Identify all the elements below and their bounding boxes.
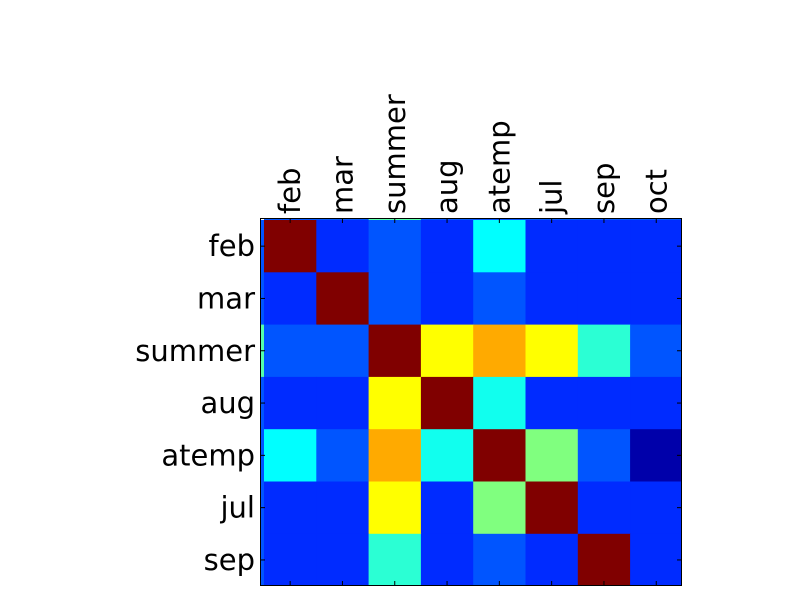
heatmap-cell — [525, 376, 579, 430]
heatmap-cell — [264, 324, 317, 378]
heatmap-cell — [368, 272, 422, 326]
heatmap-cell — [473, 429, 527, 483]
heatmap-cell — [264, 429, 317, 483]
heatmap-cell — [316, 272, 370, 326]
heatmap-cell — [525, 429, 579, 483]
heatmap-cell — [526, 586, 579, 612]
heatmap-cell — [525, 533, 579, 586]
heatmap-cell — [420, 220, 474, 273]
heatmap-cell — [420, 533, 474, 586]
x-tick-label: feb — [273, 168, 307, 214]
heatmap-cell — [473, 324, 527, 378]
y-tick-label: jul — [220, 491, 256, 525]
x-tick-labels: feb mar summer aug atemp jul sep oct — [273, 94, 673, 215]
heatmap-cell — [473, 220, 527, 273]
heatmap-cell — [577, 481, 631, 535]
heatmap-cell — [264, 586, 317, 612]
x-tick-label: summer — [378, 94, 412, 214]
heatmap-cell — [630, 481, 682, 535]
heatmap-cell — [368, 376, 422, 430]
x-tick-label: mar — [325, 156, 359, 214]
heatmap-cell — [316, 481, 370, 535]
x-tick-label: atemp — [482, 120, 516, 214]
y-tick-label: summer — [135, 334, 255, 368]
heatmap-cell — [473, 272, 527, 326]
heatmap-cell — [368, 533, 422, 586]
heatmap-cell — [630, 272, 682, 326]
plot-frame — [260, 218, 682, 586]
heatmap-cell — [264, 376, 317, 430]
heatmap-cell — [368, 481, 422, 535]
heatmap-cells — [260, 218, 683, 612]
y-tick-label: sep — [204, 543, 255, 577]
heatmap-cell — [420, 324, 474, 378]
heatmap-cell — [525, 481, 579, 535]
heatmap-cell — [316, 324, 370, 378]
tick-marks — [260, 218, 682, 586]
heatmap-cell — [316, 376, 370, 430]
heatmap-cell — [630, 533, 682, 586]
heatmap-cell — [577, 429, 631, 483]
heatmap-cell — [420, 481, 474, 535]
y-tick-label: feb — [209, 229, 255, 263]
heatmap-cell — [525, 220, 579, 273]
heatmap-cell — [264, 533, 317, 586]
heatmap-cell — [264, 272, 317, 326]
heatmap-cell — [578, 586, 631, 612]
heatmap-cell — [473, 586, 526, 612]
heatmap-cell — [525, 324, 579, 378]
heatmap-cell — [264, 220, 317, 273]
heatmap-cell — [420, 429, 474, 483]
y-tick-label: atemp — [161, 438, 255, 472]
heatmap-cell — [577, 324, 631, 378]
heatmap-cell — [630, 376, 682, 430]
heatmap-cell — [316, 533, 370, 586]
heatmap-cell — [421, 586, 474, 612]
x-tick-label: jul — [535, 180, 569, 216]
heatmap-cell — [577, 272, 631, 326]
heatmap-cell — [316, 220, 370, 273]
heatmap-cell — [368, 220, 422, 273]
heatmap-cell — [473, 376, 527, 430]
heatmap-cell — [420, 272, 474, 326]
heatmap-cell — [630, 220, 682, 273]
heatmap-cell — [473, 481, 527, 535]
heatmap-cell — [264, 481, 317, 535]
heatmap-cell — [369, 586, 422, 612]
heatmap-cell — [316, 586, 369, 612]
x-tick-label: oct — [639, 169, 673, 214]
heatmap-cell — [316, 429, 370, 483]
heatmap-cell — [368, 429, 422, 483]
x-tick-label: aug — [430, 159, 464, 214]
y-tick-label: aug — [200, 386, 255, 420]
heatmap-cell — [368, 324, 422, 378]
y-tick-labels: feb mar summer aug atemp jul sep — [135, 229, 255, 577]
heatmap-cell — [577, 376, 631, 430]
heatmap-cell — [630, 429, 682, 483]
heatmap-cell — [473, 533, 527, 586]
heatmap-cell-edge — [260, 586, 264, 612]
heatmap-cell — [577, 533, 631, 586]
heatmap-cell — [577, 220, 631, 273]
heatmap-cell — [420, 376, 474, 430]
plot-border — [260, 218, 682, 586]
heatmap-cell — [525, 272, 579, 326]
heatmap-cell — [630, 586, 683, 612]
heatmap-cell — [630, 324, 682, 378]
y-tick-label: mar — [197, 281, 255, 315]
x-tick-label: sep — [587, 163, 621, 214]
